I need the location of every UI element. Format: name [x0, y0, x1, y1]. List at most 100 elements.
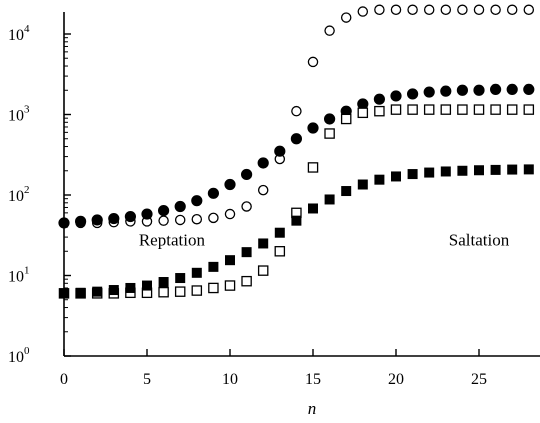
marker-filled-circle — [523, 83, 535, 96]
marker-filled-circle — [290, 133, 302, 145]
marker-open-circle — [506, 4, 518, 16]
marker-open-circle — [374, 4, 385, 16]
marker-open-square — [257, 265, 269, 276]
y-tick-label: 101 — [8, 265, 30, 286]
marker-open-circle — [390, 4, 402, 16]
marker-filled-square — [158, 277, 169, 288]
marker-filled-square — [391, 171, 401, 182]
marker-open-square — [324, 128, 335, 139]
marker-open-square — [390, 104, 402, 115]
chart-marks — [58, 4, 535, 299]
marker-filled-square — [274, 227, 285, 238]
y-tick-label: 103 — [8, 104, 30, 125]
marker-filled-circle — [108, 212, 120, 225]
marker-filled-circle — [307, 122, 319, 134]
x-tick-label: 0 — [60, 371, 68, 388]
marker-filled-square — [175, 273, 186, 284]
marker-filled-circle — [323, 113, 336, 125]
marker-filled-circle — [456, 84, 468, 96]
marker-open-circle — [158, 215, 169, 226]
marker-filled-circle — [207, 187, 219, 199]
marker-filled-square — [59, 288, 69, 299]
marker-open-circle — [407, 4, 418, 16]
marker-filled-square — [474, 165, 484, 176]
marker-filled-circle — [473, 84, 485, 96]
marker-open-square — [158, 286, 169, 298]
marker-filled-circle — [274, 145, 286, 157]
marker-open-circle — [490, 4, 501, 16]
marker-filled-square — [523, 164, 534, 175]
marker-open-square — [274, 246, 286, 257]
marker-filled-square — [191, 267, 202, 278]
marker-open-circle — [174, 214, 186, 226]
marker-filled-circle — [489, 83, 502, 96]
marker-filled-circle — [224, 178, 236, 191]
x-axis-label: n — [308, 399, 317, 418]
marker-filled-circle — [174, 200, 186, 213]
annotation-saltation: Saltation — [449, 230, 510, 249]
marker-filled-circle — [506, 83, 518, 96]
x-tick-label: 20 — [388, 371, 404, 388]
marker-filled-square — [324, 194, 335, 205]
marker-open-circle — [291, 105, 302, 117]
marker-open-square — [224, 280, 236, 291]
marker-open-square — [241, 275, 252, 287]
marker-filled-circle — [390, 90, 402, 102]
marker-filled-circle — [191, 195, 203, 207]
marker-open-circle — [241, 201, 252, 212]
marker-open-circle — [473, 4, 485, 16]
marker-filled-circle — [91, 214, 103, 226]
marker-open-square — [506, 104, 518, 115]
marker-open-square — [340, 113, 352, 125]
marker-open-square — [191, 285, 203, 296]
marker-filled-square — [507, 164, 518, 175]
marker-open-circle — [307, 56, 319, 68]
marker-filled-square — [258, 238, 269, 249]
y-tick-label: 104 — [8, 23, 30, 44]
marker-open-circle — [357, 6, 369, 17]
marker-filled-square — [308, 203, 318, 214]
marker-filled-square — [142, 280, 152, 291]
chart-axes — [63, 12, 540, 357]
marker-filled-square — [241, 247, 252, 258]
marker-filled-circle — [373, 93, 385, 105]
marker-filled-circle — [158, 205, 170, 217]
marker-filled-square — [225, 255, 235, 266]
marker-filled-circle — [124, 210, 136, 223]
marker-filled-square — [457, 165, 468, 176]
marker-filled-circle — [440, 85, 452, 97]
marker-filled-square — [490, 164, 501, 175]
marker-filled-square — [291, 215, 302, 226]
marker-open-square — [457, 104, 468, 115]
marker-open-circle — [457, 4, 468, 16]
marker-open-square — [307, 162, 319, 173]
marker-open-circle — [523, 4, 535, 16]
marker-open-circle — [208, 212, 219, 224]
marker-filled-square — [374, 174, 385, 185]
chart-texts: Reptation Saltation n — [139, 230, 510, 418]
marker-filled-square — [357, 179, 368, 190]
marker-filled-circle — [141, 208, 153, 220]
marker-open-square — [523, 104, 535, 115]
marker-filled-circle — [406, 88, 419, 100]
x-tick-label: 25 — [471, 371, 487, 388]
y-tick-label: 102 — [8, 184, 30, 205]
marker-open-square — [440, 104, 452, 115]
chart-ticks: 0 5 10 15 20 25 100 101 102 103 104 — [8, 23, 487, 388]
marker-filled-square — [208, 261, 219, 272]
x-tick-label: 5 — [143, 371, 151, 388]
marker-open-circle — [324, 25, 335, 36]
marker-filled-square — [407, 169, 418, 180]
marker-filled-square — [440, 166, 451, 177]
marker-open-circle — [257, 184, 269, 196]
annotation-reptation: Reptation — [139, 230, 206, 249]
marker-filled-square — [92, 286, 103, 297]
marker-open-circle — [224, 208, 236, 220]
marker-open-square — [174, 286, 186, 297]
x-tick-label: 10 — [222, 371, 238, 388]
marker-open-square — [208, 282, 219, 294]
marker-filled-circle — [75, 215, 87, 227]
marker-open-square — [423, 104, 435, 115]
y-tick-label: 100 — [8, 345, 30, 366]
